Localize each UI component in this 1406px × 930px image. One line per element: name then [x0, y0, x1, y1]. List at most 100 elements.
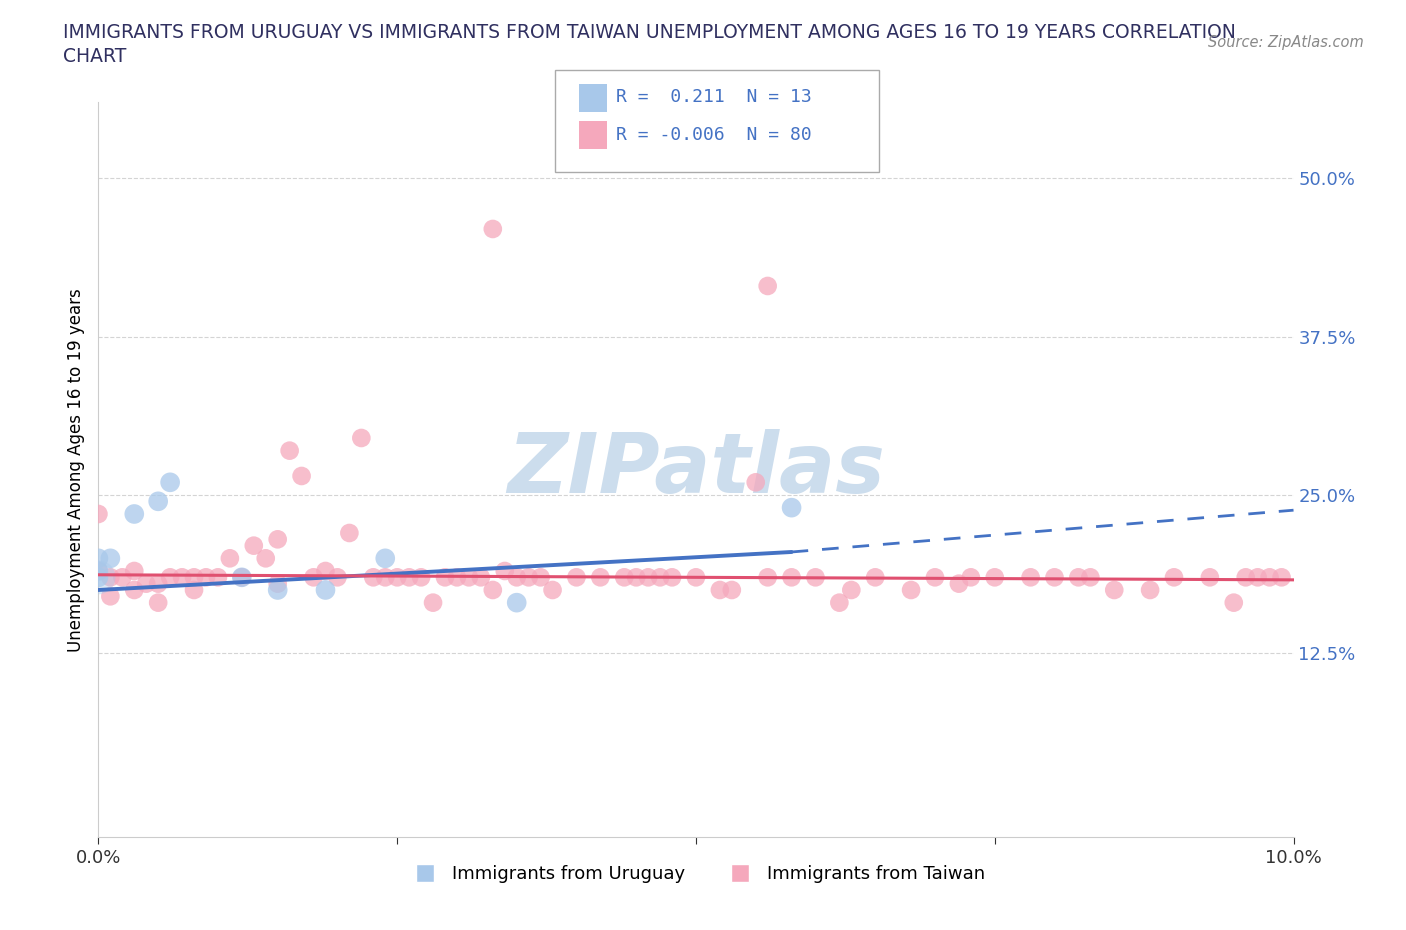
Point — [780, 570, 803, 585]
Point — [1043, 570, 1066, 585]
Point — [243, 538, 266, 553]
Point — [565, 570, 588, 585]
Point — [756, 279, 779, 294]
Point — [900, 582, 922, 597]
Text: IMMIGRANTS FROM URUGUAY VS IMMIGRANTS FROM TAIWAN UNEMPLOYMENT AMONG AGES 16 TO : IMMIGRANTS FROM URUGUAY VS IMMIGRANTS FR… — [63, 23, 1236, 42]
Point — [482, 221, 505, 236]
Point — [637, 570, 659, 585]
Text: R = -0.006  N = 80: R = -0.006 N = 80 — [616, 126, 811, 143]
Point — [745, 475, 768, 490]
Point — [1247, 570, 1270, 585]
Point — [254, 551, 277, 565]
Point — [841, 582, 863, 597]
Point — [374, 570, 396, 585]
Legend: Immigrants from Uruguay, Immigrants from Taiwan: Immigrants from Uruguay, Immigrants from… — [399, 858, 993, 890]
Point — [98, 570, 122, 585]
Point — [87, 507, 110, 522]
Text: R =  0.211  N = 13: R = 0.211 N = 13 — [616, 88, 811, 106]
Point — [315, 564, 337, 578]
Point — [1223, 595, 1246, 610]
Point — [87, 570, 110, 585]
Text: Source: ZipAtlas.com: Source: ZipAtlas.com — [1208, 35, 1364, 50]
Point — [291, 469, 314, 484]
Point — [1080, 570, 1102, 585]
Point — [195, 570, 218, 585]
Point — [1163, 570, 1185, 585]
Point — [589, 570, 612, 585]
Point — [626, 570, 648, 585]
Point — [1104, 582, 1126, 597]
Point — [613, 570, 636, 585]
Point — [411, 570, 433, 585]
Point — [398, 570, 420, 585]
Point — [1139, 582, 1161, 597]
Point — [159, 475, 181, 490]
Point — [446, 570, 468, 585]
Point — [219, 551, 242, 565]
Point — [302, 570, 325, 585]
Point — [517, 570, 540, 585]
Point — [315, 582, 337, 597]
Point — [183, 582, 205, 597]
Point — [98, 551, 122, 565]
Point — [960, 570, 983, 585]
Point — [470, 570, 492, 585]
Point — [482, 582, 505, 597]
Point — [661, 570, 683, 585]
Point — [278, 444, 301, 458]
Point — [1271, 570, 1294, 585]
Point — [148, 595, 170, 610]
Point — [350, 431, 373, 445]
Point — [87, 551, 110, 565]
Point — [124, 564, 146, 578]
Point — [374, 551, 396, 565]
Point — [87, 564, 110, 578]
Point — [1199, 570, 1222, 585]
Point — [709, 582, 731, 597]
Point — [685, 570, 707, 585]
Point — [506, 570, 529, 585]
Point — [650, 570, 672, 585]
Y-axis label: Unemployment Among Ages 16 to 19 years: Unemployment Among Ages 16 to 19 years — [66, 287, 84, 652]
Point — [267, 582, 290, 597]
Point — [530, 570, 553, 585]
Point — [124, 582, 146, 597]
Point — [124, 507, 146, 522]
Point — [756, 570, 779, 585]
Point — [422, 595, 444, 610]
Point — [159, 570, 181, 585]
Point — [87, 564, 110, 578]
Point — [494, 564, 516, 578]
Point — [828, 595, 851, 610]
Point — [1019, 570, 1042, 585]
Point — [1067, 570, 1090, 585]
Point — [183, 570, 205, 585]
Point — [1234, 570, 1257, 585]
Point — [924, 570, 946, 585]
Point — [339, 525, 361, 540]
Point — [87, 570, 110, 585]
Point — [984, 570, 1007, 585]
Point — [148, 494, 170, 509]
Point — [434, 570, 457, 585]
Point — [267, 532, 290, 547]
Point — [111, 570, 134, 585]
Point — [207, 570, 229, 585]
Point — [135, 577, 157, 591]
Point — [948, 577, 970, 591]
Point — [231, 570, 253, 585]
Point — [326, 570, 349, 585]
Point — [541, 582, 564, 597]
Text: ZIPatlas: ZIPatlas — [508, 429, 884, 511]
Point — [1258, 570, 1281, 585]
Point — [385, 570, 409, 585]
Point — [780, 500, 803, 515]
Point — [363, 570, 385, 585]
Point — [267, 577, 290, 591]
Point — [721, 582, 744, 597]
Point — [148, 577, 170, 591]
Point — [98, 589, 122, 604]
Point — [865, 570, 887, 585]
Point — [458, 570, 481, 585]
Point — [231, 570, 253, 585]
